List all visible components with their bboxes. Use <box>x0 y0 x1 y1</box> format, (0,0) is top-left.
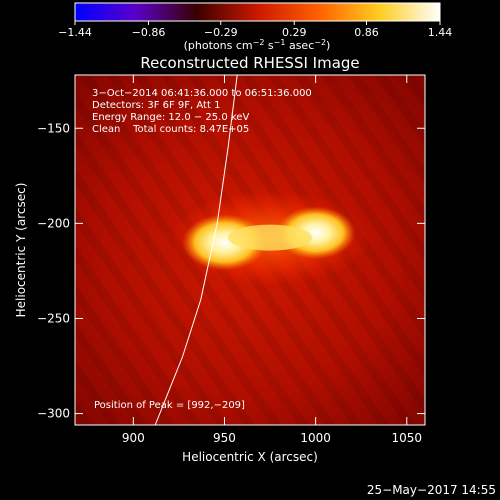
annotation-detectors: Detectors: 3F 6F 9F, Att 1 <box>92 100 220 111</box>
x-axis-label: Heliocentric X (arcsec) <box>182 450 318 464</box>
y-tick-label: −150 <box>37 121 70 135</box>
annotation-time: 3−Oct−2014 06:41:36.000 to 06:51:36.000 <box>92 88 312 99</box>
annotation-energy: Energy Range: 12.0 − 25.0 keV <box>92 112 249 123</box>
x-tick-label: 1050 <box>391 431 422 445</box>
colorbar: −1.44 −0.86 −0.29 0.29 0.86 1.44 (photons cm−… <box>58 2 453 52</box>
peak-position-label: Position of Peak = [992,−209] <box>94 400 245 411</box>
colorbar-tick-label: 0.86 <box>354 26 379 39</box>
x-tick-label: 950 <box>213 431 236 445</box>
colorbar-tick-label: 0.29 <box>282 26 307 39</box>
colorbar-tick-label: −0.29 <box>204 26 238 39</box>
image-area <box>75 75 425 425</box>
footer-date: 25−May−2017 14:55 <box>367 483 496 497</box>
chart-title: Reconstructed RHESSI Image <box>140 54 359 72</box>
x-tick-label: 900 <box>122 431 145 445</box>
colorbar-tick-label: −0.86 <box>132 26 166 39</box>
solar-limb-line <box>154 75 238 425</box>
y-tick-label: −200 <box>37 216 70 230</box>
y-axis-label: Heliocentric Y (arcsec) <box>14 183 28 318</box>
colorbar-tick-label: 1.44 <box>428 26 453 39</box>
x-tick-label: 1000 <box>300 431 331 445</box>
colorbar-gradient <box>74 2 441 22</box>
flare-bridge <box>228 224 313 251</box>
annotation-counts: Clean Total counts: 8.47E+05 <box>92 124 249 135</box>
y-tick-label: −250 <box>37 311 70 325</box>
colorbar-tick-label: −1.44 <box>58 26 92 39</box>
annotations: 3−Oct−2014 06:41:36.000 to 06:51:36.000 … <box>92 88 312 411</box>
colorbar-unit-label: (photons cm−2 s−1 asec−2) <box>184 38 331 52</box>
plot-frame <box>74 74 426 426</box>
y-tick-label: −300 <box>37 407 70 421</box>
